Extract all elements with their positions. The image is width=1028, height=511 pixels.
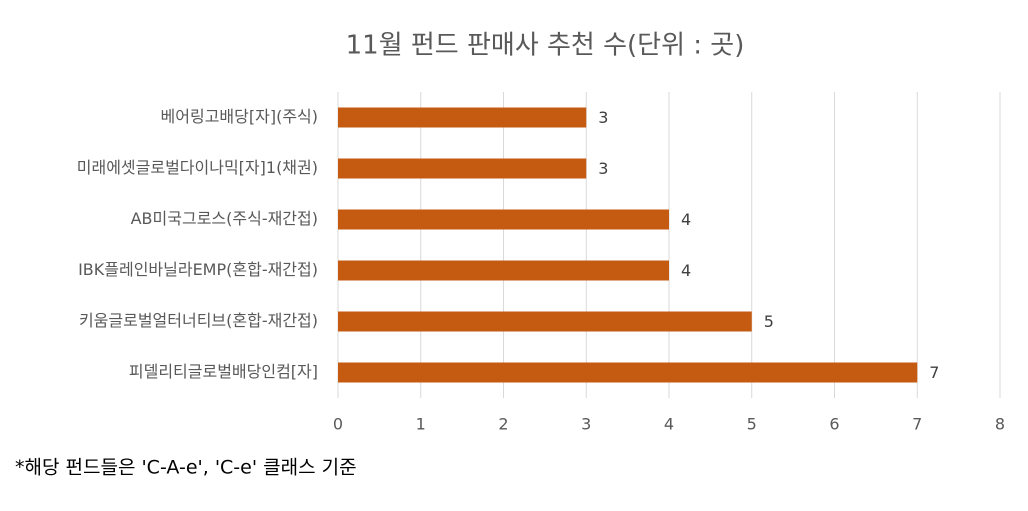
y-tick-label: 미래에셋글로벌다이나믹[자]1(채권) — [77, 158, 318, 177]
x-tick-label: 8 — [995, 415, 1005, 434]
data-label: 4 — [681, 210, 691, 229]
x-tick-label: 6 — [829, 415, 839, 434]
x-tick-label: 4 — [664, 415, 674, 434]
x-tick-label: 3 — [581, 415, 591, 434]
y-tick-label: 키움글로벌얼터너티브(혼합-재간접) — [79, 311, 318, 330]
data-label: 3 — [598, 108, 608, 127]
bar — [338, 362, 918, 383]
data-label: 7 — [929, 363, 939, 382]
data-label: 5 — [764, 312, 774, 331]
y-tick-label: 베어링고배당[자](주식) — [161, 107, 318, 126]
y-tick-label: IBK플레인바닐라EMP(혼합-재간접) — [78, 260, 318, 279]
bar — [338, 260, 669, 281]
bar — [338, 158, 587, 179]
y-tick-label: AB미국그로스(주식-재간접) — [131, 209, 318, 228]
x-tick-label: 0 — [333, 415, 343, 434]
data-label: 3 — [598, 159, 608, 178]
y-tick-label: 피델리티글로벌배당인컴[자] — [129, 362, 318, 381]
x-tick-label: 2 — [498, 415, 508, 434]
bar — [338, 107, 587, 128]
bar — [338, 311, 752, 332]
x-tick-label: 1 — [416, 415, 426, 434]
x-tick-label: 7 — [912, 415, 922, 434]
x-tick-label: 5 — [747, 415, 757, 434]
data-label: 4 — [681, 261, 691, 280]
chart-title: 11월 펀드 판매사 추천 수(단위 : 곳) — [346, 31, 745, 61]
bar — [338, 209, 669, 230]
footnote: *해당 펀드들은 'C-A-e', 'C-e' 클래스 기준 — [15, 457, 357, 479]
